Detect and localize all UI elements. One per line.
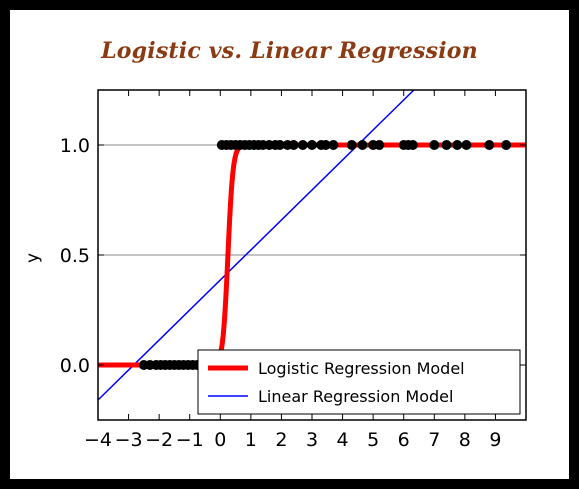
- data-point-y1: [274, 140, 285, 150]
- x-tick-label: 6: [398, 429, 410, 451]
- y-tick-label: 0.0: [60, 355, 90, 377]
- legend-label-linear: Linear Regression Model: [258, 387, 453, 406]
- y-tick-label: 0.5: [60, 245, 90, 267]
- y-axis-ticks: 0.0 0.5 1.0: [60, 135, 526, 377]
- x-tick-label: 9: [489, 429, 501, 451]
- chart-title: Logistic vs. Linear Regression: [101, 38, 478, 64]
- data-point-y1: [407, 140, 418, 150]
- x-tick-label: −3: [115, 429, 143, 451]
- data-point-y1: [484, 140, 495, 150]
- linear-regression-line: [98, 90, 415, 401]
- data-point-y1: [357, 140, 368, 150]
- data-point-y1: [346, 140, 357, 150]
- x-tick-label: −1: [176, 429, 204, 451]
- x-tick-label: 5: [367, 429, 379, 451]
- linear-series: [98, 90, 415, 401]
- legend-label-logistic: Logistic Regression Model: [258, 359, 465, 378]
- y-tick-label: 1.0: [60, 135, 90, 157]
- x-tick-label: 3: [306, 429, 318, 451]
- data-point-y1: [328, 140, 339, 150]
- y-axis-label: y: [23, 253, 43, 263]
- data-point-y1: [320, 140, 331, 150]
- gridlines: [98, 144, 526, 366]
- data-point-y1: [297, 140, 308, 150]
- x-axis-ticks: −4 −3 −2 −1 0 1 2 3 4 5 6 7 8 9: [84, 90, 501, 451]
- x-tick-label: 8: [459, 429, 471, 451]
- data-point-y1: [429, 140, 440, 150]
- x-tick-label: 4: [337, 429, 349, 451]
- data-point-y1: [374, 140, 385, 150]
- x-tick-label: 2: [275, 429, 287, 451]
- x-tick-label: 0: [214, 429, 226, 451]
- data-point-y1: [501, 140, 512, 150]
- data-point-y1: [307, 140, 317, 150]
- x-tick-label: −4: [84, 429, 112, 451]
- legend: Logistic Regression Model Linear Regressi…: [197, 349, 521, 415]
- x-tick-label: −2: [145, 429, 173, 451]
- data-point-y1: [441, 140, 452, 150]
- data-point-y1: [452, 140, 463, 150]
- x-tick-label: 7: [428, 429, 440, 451]
- legend-box: [197, 349, 521, 415]
- data-point-y1: [461, 140, 472, 150]
- x-tick-label: 1: [245, 429, 257, 451]
- data-point-y1: [288, 140, 299, 150]
